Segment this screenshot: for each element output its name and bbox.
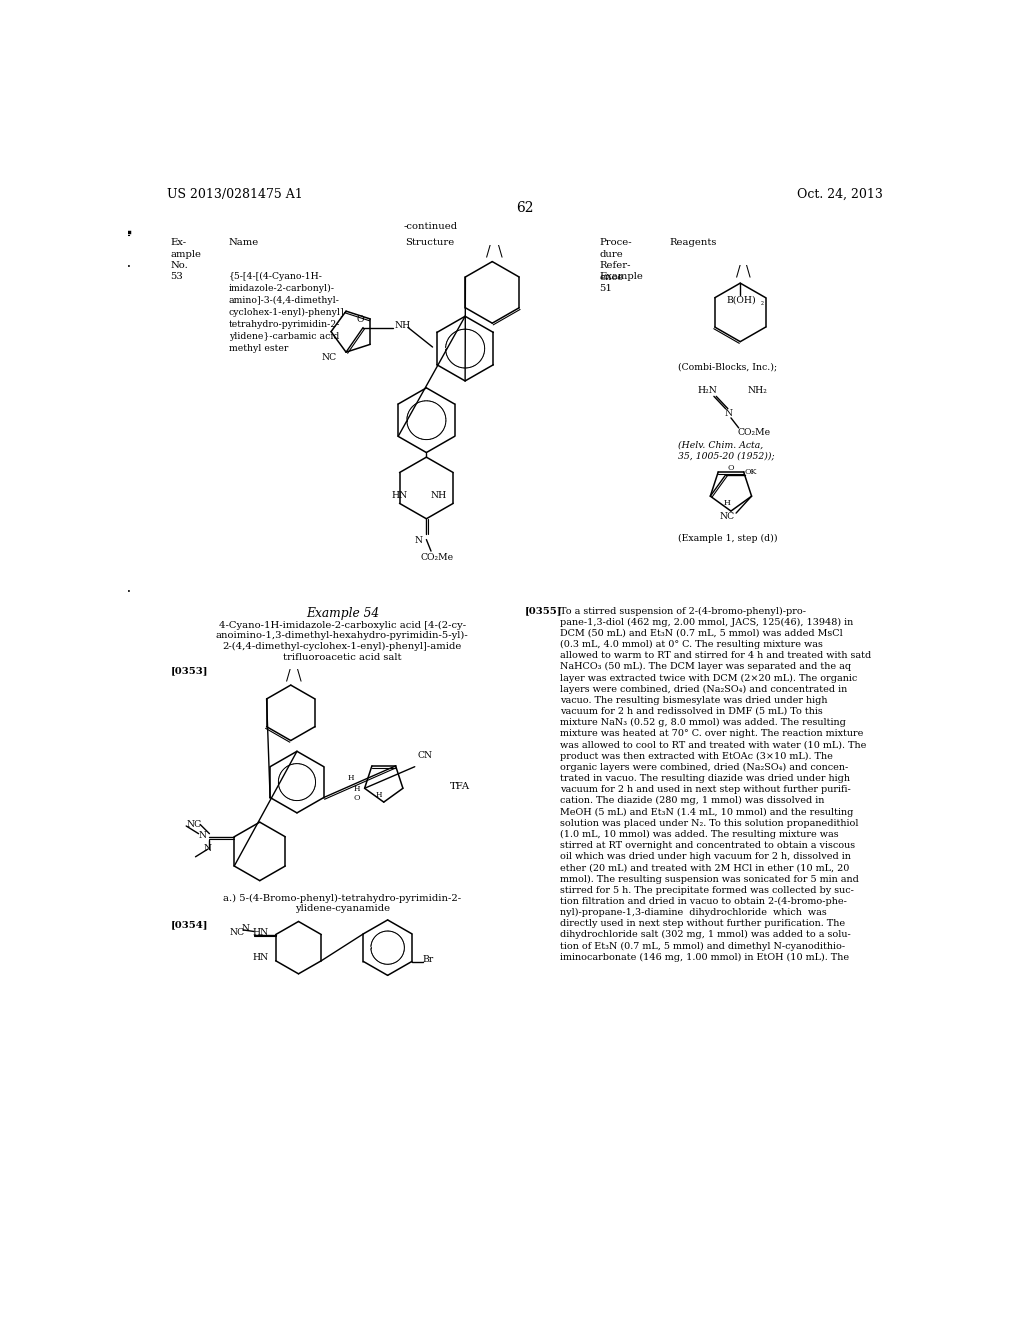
Text: dihydrochloride salt (302 mg, 1 mmol) was added to a solu-: dihydrochloride salt (302 mg, 1 mmol) wa… (560, 931, 851, 940)
Text: NH₂: NH₂ (748, 385, 768, 395)
Text: CO₂Me: CO₂Me (737, 428, 770, 437)
Text: mixture NaN₃ (0.52 g, 8.0 mmol) was added. The resulting: mixture NaN₃ (0.52 g, 8.0 mmol) was adde… (560, 718, 846, 727)
Text: iminocarbonate (146 mg, 1.00 mmol) in EtOH (10 mL). The: iminocarbonate (146 mg, 1.00 mmol) in Et… (560, 953, 850, 962)
Text: O: O (727, 463, 734, 471)
Text: a.) 5-(4-Bromo-phenyl)-tetrahydro-pyrimidin-2-: a.) 5-(4-Bromo-phenyl)-tetrahydro-pyrimi… (223, 894, 462, 903)
Text: NC: NC (719, 512, 734, 520)
Text: Proce-
dure
Refer-
ence: Proce- dure Refer- ence (599, 238, 632, 282)
Text: /: / (286, 668, 291, 682)
Text: /: / (486, 244, 490, 259)
Text: 62: 62 (516, 201, 534, 215)
Text: [0355]: [0355] (524, 607, 562, 615)
Text: /: / (735, 264, 740, 279)
Text: H₂N: H₂N (697, 385, 718, 395)
Text: tion filtration and dried in vacuo to obtain 2-(4-bromo-phe-: tion filtration and dried in vacuo to ob… (560, 896, 847, 906)
Text: N: N (725, 409, 733, 417)
Text: [0353]: [0353] (171, 667, 208, 676)
Text: nyl)-propane-1,3-diamine  dihydrochloride  which  was: nyl)-propane-1,3-diamine dihydrochloride… (560, 908, 827, 917)
Text: B(OH): B(OH) (726, 296, 756, 305)
Text: N: N (242, 924, 250, 933)
Text: NH: NH (394, 321, 411, 330)
Text: CN: CN (418, 751, 433, 760)
Text: stirred for 5 h. The precipitate formed was collected by suc-: stirred for 5 h. The precipitate formed … (560, 886, 854, 895)
Text: H: H (376, 792, 383, 800)
Text: O: O (353, 795, 359, 803)
Text: vacuo. The resulting bismesylate was dried under high: vacuo. The resulting bismesylate was dri… (560, 696, 828, 705)
Text: stirred at RT overnight and concentrated to obtain a viscous: stirred at RT overnight and concentrated… (560, 841, 856, 850)
Text: solution was placed under N₂. To this solution propanedithiol: solution was placed under N₂. To this so… (560, 818, 859, 828)
Text: CO₂Me: CO₂Me (421, 553, 454, 561)
Text: NH: NH (430, 491, 446, 500)
Text: Structure: Structure (406, 238, 455, 247)
Text: Ex-
ample
No.: Ex- ample No. (171, 238, 202, 271)
Text: NaHCO₃ (50 mL). The DCM layer was separated and the aq: NaHCO₃ (50 mL). The DCM layer was separa… (560, 663, 852, 672)
Text: MeOH (5 mL) and Et₃N (1.4 mL, 10 mmol) and the resulting: MeOH (5 mL) and Et₃N (1.4 mL, 10 mmol) a… (560, 808, 854, 817)
Text: anoimino-1,3-dimethyl-hexahydro-pyrimidin-5-yl)-: anoimino-1,3-dimethyl-hexahydro-pyrimidi… (216, 631, 469, 640)
Text: trated in vacuo. The resulting diazide was dried under high: trated in vacuo. The resulting diazide w… (560, 774, 851, 783)
Text: (Helv. Chim. Acta,
35, 1005-20 (1952));: (Helv. Chim. Acta, 35, 1005-20 (1952)); (678, 441, 775, 461)
Text: Example
51: Example 51 (599, 272, 643, 293)
Text: vacuum for 2 h and redissolved in DMF (5 mL) To this: vacuum for 2 h and redissolved in DMF (5… (560, 708, 823, 715)
Text: O: O (356, 315, 364, 325)
Text: vacuum for 2 h and used in next step without further purifi-: vacuum for 2 h and used in next step wit… (560, 785, 851, 795)
Text: trifluoroacetic acid salt: trifluoroacetic acid salt (283, 653, 401, 661)
Text: {5-[4-[(4-Cyano-1H-
imidazole-2-carbonyl)-
amino]-3-(4,4-dimethyl-
cyclohex-1-en: {5-[4-[(4-Cyano-1H- imidazole-2-carbonyl… (228, 272, 347, 352)
Text: tion of Et₃N (0.7 mL, 5 mmol) and dimethyl N-cyanodithio-: tion of Et₃N (0.7 mL, 5 mmol) and dimeth… (560, 941, 846, 950)
Text: \: \ (297, 668, 302, 682)
Text: N: N (415, 536, 423, 545)
Text: \: \ (746, 264, 751, 279)
Text: oil which was dried under high vacuum for 2 h, dissolved in: oil which was dried under high vacuum fo… (560, 853, 851, 861)
Text: HN: HN (391, 491, 408, 500)
Text: Name: Name (228, 238, 259, 247)
Text: OK: OK (744, 467, 757, 475)
Text: 4-Cyano-1H-imidazole-2-carboxylic acid [4-(2-cy-: 4-Cyano-1H-imidazole-2-carboxylic acid [… (219, 620, 466, 630)
Text: DCM (50 mL) and Et₃N (0.7 mL, 5 mmol) was added MsCl: DCM (50 mL) and Et₃N (0.7 mL, 5 mmol) wa… (560, 628, 843, 638)
Text: Oct. 24, 2013: Oct. 24, 2013 (797, 187, 883, 201)
Text: was allowed to cool to RT and treated with water (10 mL). The: was allowed to cool to RT and treated wi… (560, 741, 867, 750)
Text: -continued: -continued (403, 222, 458, 231)
Text: (Example 1, step (d)): (Example 1, step (d)) (678, 533, 778, 543)
Text: ether (20 mL) and treated with 2M HCl in ether (10 mL, 20: ether (20 mL) and treated with 2M HCl in… (560, 863, 850, 873)
Text: (Combi-Blocks, Inc.);: (Combi-Blocks, Inc.); (678, 363, 777, 371)
Text: \: \ (499, 244, 503, 259)
Text: NC: NC (229, 928, 245, 937)
Text: allowed to warm to RT and stirred for 4 h and treated with satd: allowed to warm to RT and stirred for 4 … (560, 651, 871, 660)
Text: Br: Br (423, 956, 434, 965)
Text: organic layers were combined, dried (Na₂SO₄) and concen-: organic layers were combined, dried (Na₂… (560, 763, 849, 772)
Text: cation. The diazide (280 mg, 1 mmol) was dissolved in: cation. The diazide (280 mg, 1 mmol) was… (560, 796, 824, 805)
Text: directly used in next step without further purification. The: directly used in next step without furth… (560, 919, 846, 928)
Text: layer was extracted twice with DCM (2×20 mL). The organic: layer was extracted twice with DCM (2×20… (560, 673, 858, 682)
Text: layers were combined, dried (Na₂SO₄) and concentrated in: layers were combined, dried (Na₂SO₄) and… (560, 685, 848, 694)
Text: ₂: ₂ (761, 298, 764, 306)
Text: H: H (723, 499, 730, 507)
Text: Reagents: Reagents (669, 238, 717, 247)
Text: N: N (199, 830, 207, 840)
Text: HN: HN (253, 953, 268, 962)
Text: H: H (353, 785, 360, 793)
Text: ylidene-cyanamide: ylidene-cyanamide (295, 904, 390, 912)
Text: To a stirred suspension of 2-(4-bromo-phenyl)-pro-: To a stirred suspension of 2-(4-bromo-ph… (560, 607, 807, 615)
Text: US 2013/0281475 A1: US 2013/0281475 A1 (167, 187, 302, 201)
Text: mmol). The resulting suspension was sonicated for 5 min and: mmol). The resulting suspension was soni… (560, 875, 859, 883)
Text: (1.0 mL, 10 mmol) was added. The resulting mixture was: (1.0 mL, 10 mmol) was added. The resulti… (560, 830, 839, 840)
Text: Example 54: Example 54 (306, 607, 379, 619)
Text: 53: 53 (171, 272, 183, 281)
Text: HN: HN (253, 928, 268, 937)
Text: mixture was heated at 70° C. over night. The reaction mixture: mixture was heated at 70° C. over night.… (560, 730, 864, 738)
Text: product was then extracted with EtOAc (3×10 mL). The: product was then extracted with EtOAc (3… (560, 751, 834, 760)
Text: N: N (203, 845, 211, 854)
Text: H: H (347, 774, 354, 781)
Text: [0354]: [0354] (171, 921, 208, 929)
Text: pane-1,3-diol (462 mg, 2.00 mmol, JACS, 125(46), 13948) in: pane-1,3-diol (462 mg, 2.00 mmol, JACS, … (560, 618, 854, 627)
Text: NC: NC (322, 354, 337, 362)
Text: NC: NC (186, 820, 202, 829)
Text: 2-(4,4-dimethyl-cyclohex-1-enyl)-phenyl]-amide: 2-(4,4-dimethyl-cyclohex-1-enyl)-phenyl]… (222, 642, 462, 651)
Text: (0.3 mL, 4.0 mmol) at 0° C. The resulting mixture was: (0.3 mL, 4.0 mmol) at 0° C. The resultin… (560, 640, 823, 649)
Text: TFA: TFA (450, 781, 470, 791)
